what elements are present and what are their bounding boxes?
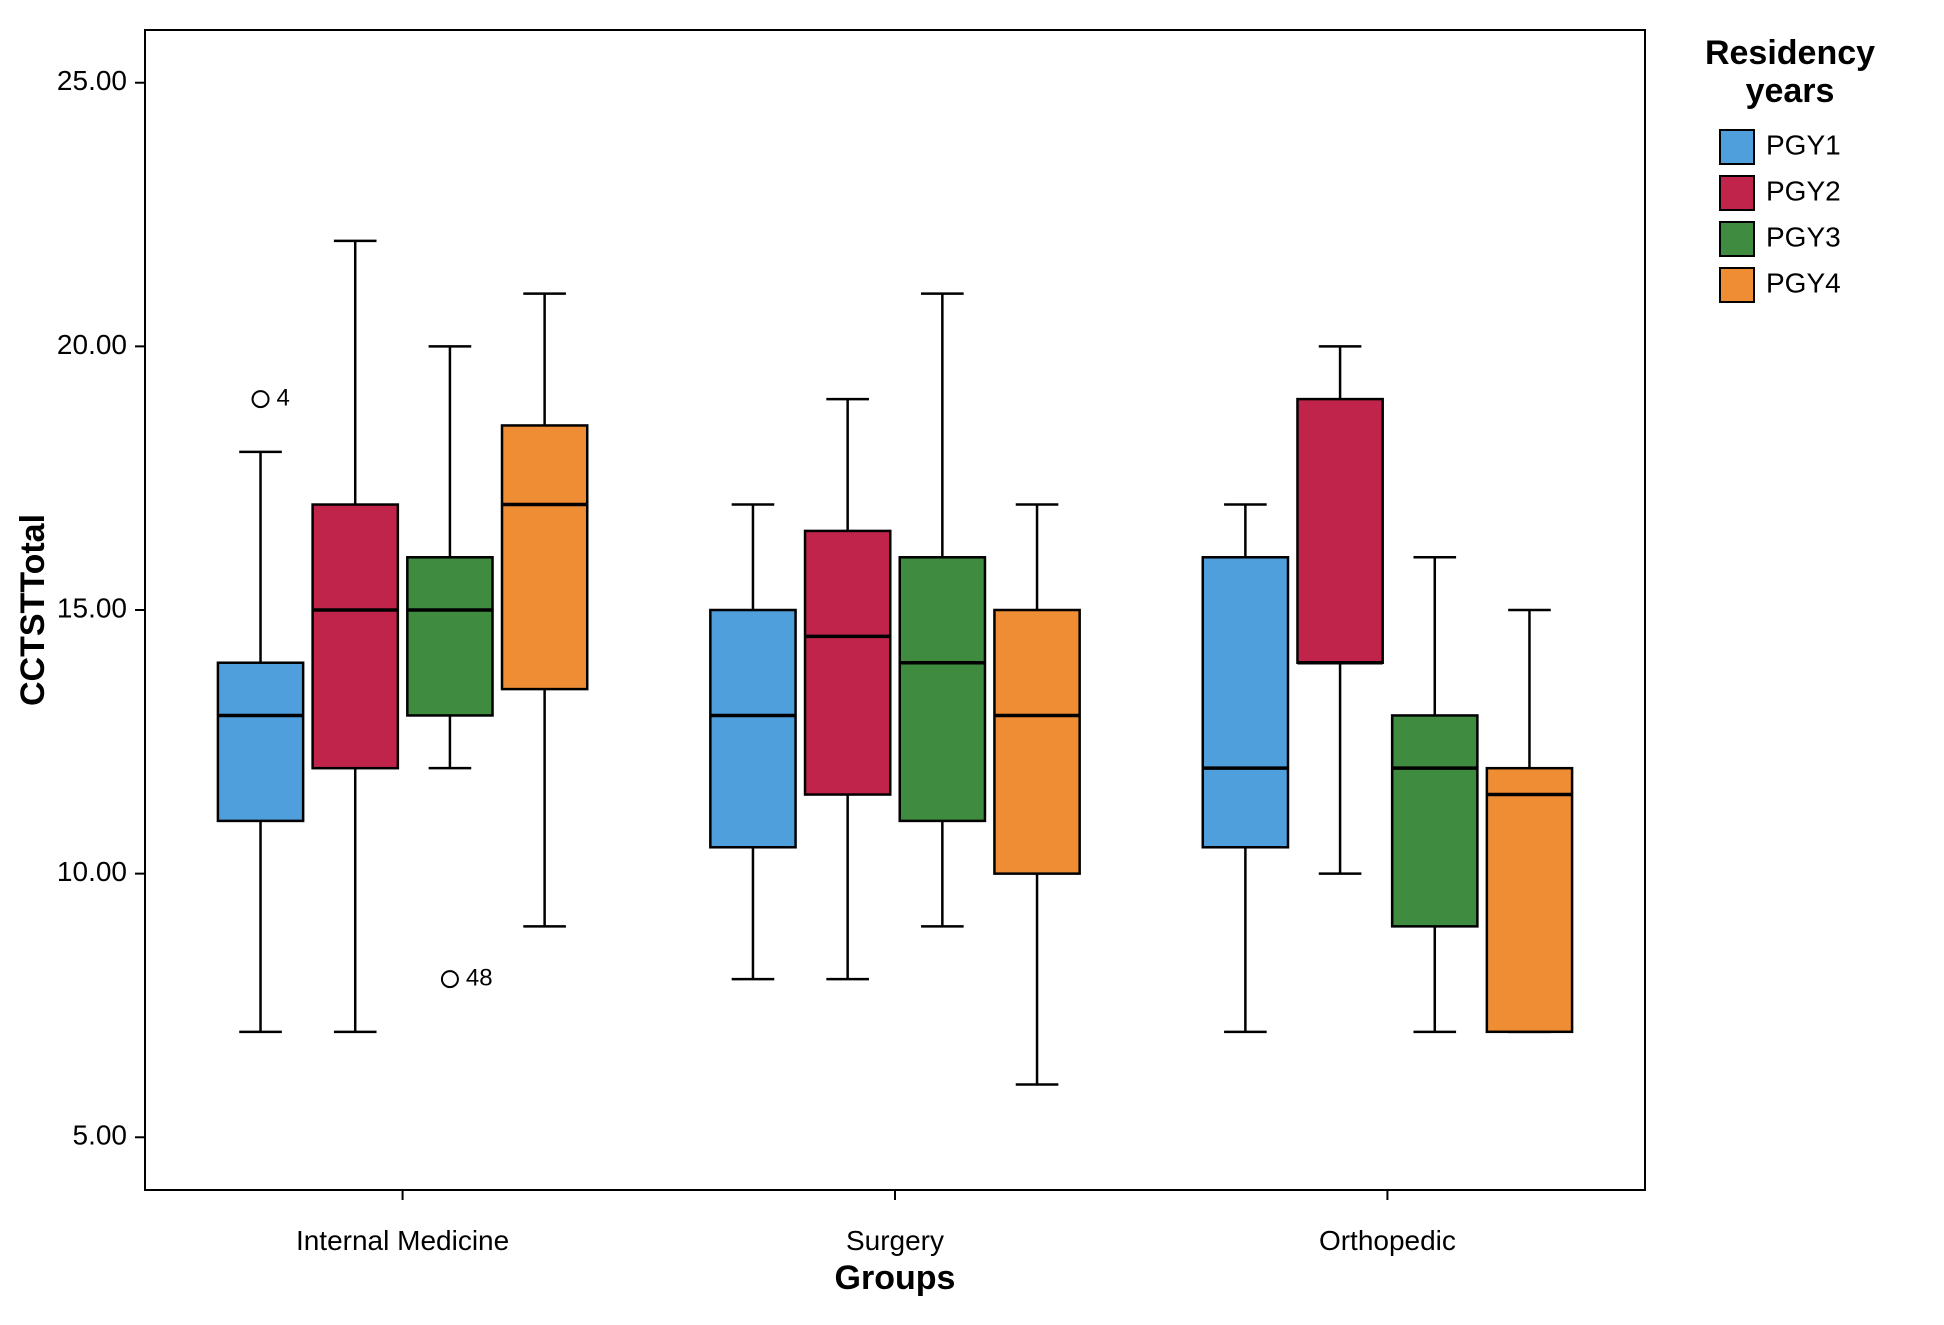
box: [218, 663, 303, 821]
box: [1203, 557, 1288, 847]
y-tick-label: 20.00: [57, 329, 127, 360]
box: [710, 610, 795, 847]
x-tick-label: Surgery: [846, 1225, 944, 1256]
legend-swatch-PGY1: [1720, 130, 1754, 164]
legend-title-line: years: [1746, 72, 1835, 110]
legend-swatch-PGY2: [1720, 176, 1754, 210]
outlier-label: 48: [466, 964, 493, 991]
outlier-label: 4: [277, 384, 290, 411]
chart-container: 5.00 10.00 15.00 20.00 25.00 CCTSTTotal Groups…: [0, 0, 1944, 1325]
x-axis-label: Groups: [835, 1259, 956, 1297]
y-tick-label: 5.00: [73, 1120, 128, 1151]
box: [1392, 715, 1477, 926]
box: [900, 557, 985, 821]
box: [1487, 768, 1572, 1032]
legend-label-PGY1: PGY1: [1766, 129, 1841, 160]
legend-label-PGY3: PGY3: [1766, 221, 1841, 252]
boxplot-chart: 5.00 10.00 15.00 20.00 25.00 CCTSTTotal Groups…: [0, 0, 1944, 1325]
box: [805, 531, 890, 795]
x-tick-label: Internal Medicine: [296, 1225, 509, 1256]
legend-swatch-PGY4: [1720, 268, 1754, 302]
legend-swatch-PGY3: [1720, 222, 1754, 256]
box: [407, 557, 492, 715]
box: [1297, 399, 1382, 663]
box: [502, 425, 587, 689]
y-tick-label: 25.00: [57, 65, 127, 96]
box: [313, 505, 398, 769]
x-tick-label: Orthopedic: [1319, 1225, 1456, 1256]
legend-label-PGY4: PGY4: [1766, 267, 1841, 298]
legend-label-PGY2: PGY2: [1766, 175, 1841, 206]
y-tick-label: 15.00: [57, 592, 127, 623]
legend-title-line: Residency: [1705, 34, 1875, 72]
y-tick-label: 10.00: [57, 856, 127, 887]
y-axis-label: CCTSTTotal: [14, 514, 52, 706]
box: [994, 610, 1079, 874]
